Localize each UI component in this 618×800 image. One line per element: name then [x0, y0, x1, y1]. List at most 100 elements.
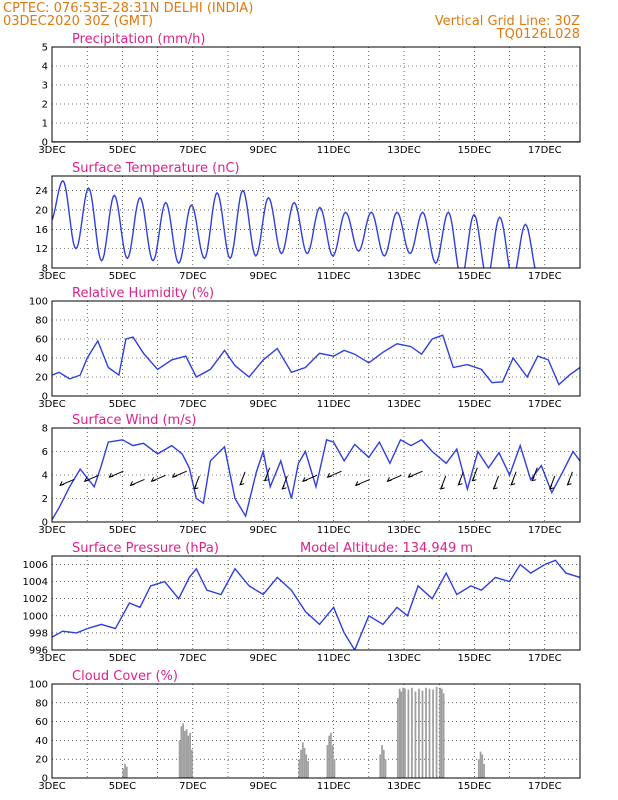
plot-area — [52, 179, 536, 268]
cloud-bar — [124, 763, 126, 778]
y-tick-label: 1006 — [23, 560, 48, 571]
cloud-bar — [303, 747, 306, 778]
plot-area — [122, 686, 485, 778]
header-grid-line: Vertical Grid Line: 30Z — [435, 14, 580, 29]
x-tick-label: 17DEC — [528, 781, 562, 792]
cloud-bar — [421, 690, 424, 778]
y-tick-label: 4 — [42, 62, 48, 73]
x-tick-label: 11DEC — [317, 399, 351, 410]
panel-2: 8 12 16 20 24 Surface Temperature (nC) 3DEC 5DE… — [35, 161, 581, 282]
x-tick-label: 3DEC — [38, 653, 65, 664]
panel-title: Surface Wind (m/s) — [72, 413, 196, 428]
cloud-bar — [440, 688, 443, 778]
cloud-bar — [122, 768, 125, 778]
y-tick-label: 0 — [42, 392, 48, 403]
cloud-bar — [333, 759, 336, 778]
x-tick-label: 5DEC — [109, 145, 136, 156]
panel-frame — [51, 427, 581, 523]
x-tick-label: 9DEC — [250, 781, 277, 792]
cloud-bar — [400, 691, 403, 778]
panel-frame — [51, 175, 581, 269]
cloud-bar — [182, 723, 184, 778]
wind-arrow — [548, 475, 556, 490]
panel-5: 996 998 1000 1002 1004 1006 Surface Pressure (… — [23, 541, 581, 664]
cloud-bar — [184, 731, 186, 778]
wind-arrow — [59, 478, 75, 487]
x-tick-label: 17DEC — [528, 653, 562, 664]
cloud-bar — [432, 689, 434, 778]
header-date: 03DEC2020 30Z (GMT) — [3, 14, 153, 29]
x-tick-label: 13DEC — [387, 271, 421, 282]
x-tick-label: 17DEC — [528, 145, 562, 156]
wind-arrow — [386, 474, 402, 483]
cloud-bar — [180, 726, 183, 778]
y-tick-label: 8 — [42, 424, 48, 435]
wind-arrow — [129, 478, 145, 487]
x-tick-label: 15DEC — [458, 399, 492, 410]
x-tick-label: 9DEC — [250, 525, 277, 536]
y-tick-label: 1 — [42, 119, 48, 130]
x-tick-label: 5DEC — [109, 271, 136, 282]
x-tick-label: 3DEC — [38, 525, 65, 536]
cloud-bar — [379, 754, 382, 778]
panel-title: Relative Humidity (%) — [72, 286, 214, 301]
cloud-bar — [298, 759, 301, 778]
y-tick-label: 2 — [42, 494, 48, 505]
x-tick-label: 17DEC — [528, 271, 562, 282]
panel-3: 0 20 40 60 80 100 Relative Humidity (%) 3DEC 5DE… — [29, 286, 581, 410]
x-tick-label: 13DEC — [387, 145, 421, 156]
cloud-bar — [328, 735, 331, 778]
x-tick-label: 11DEC — [317, 145, 351, 156]
wind-arrow — [457, 471, 464, 486]
y-tick-label: 20 — [35, 373, 48, 384]
cloud-bar — [125, 766, 128, 778]
x-tick-label: 9DEC — [250, 399, 277, 410]
y-tick-label: 24 — [35, 186, 48, 197]
cloud-bar — [442, 693, 445, 778]
panel-title: Surface Pressure (hPa) — [72, 541, 219, 556]
x-tick-label: 9DEC — [250, 271, 277, 282]
y-tick-label: 2 — [42, 100, 48, 111]
wind-arrow — [471, 467, 478, 482]
x-tick-label: 7DEC — [179, 399, 206, 410]
wind-arrow — [171, 470, 187, 478]
y-tick-label: 40 — [35, 354, 48, 365]
x-tick-label: 13DEC — [387, 653, 421, 664]
series-line — [52, 334, 580, 386]
wind-arrow — [239, 471, 246, 486]
x-tick-label: 3DEC — [38, 781, 65, 792]
cloud-bar — [189, 732, 192, 778]
cloud-bar — [381, 745, 383, 778]
cloud-bar — [178, 740, 181, 778]
cloud-bar — [307, 761, 309, 778]
y-tick-label: 1004 — [23, 577, 48, 588]
cloud-bar — [305, 754, 308, 778]
cloud-bar — [404, 688, 406, 778]
wind-arrow — [439, 475, 447, 490]
x-tick-label: 7DEC — [179, 271, 206, 282]
cloud-bar — [479, 751, 482, 778]
x-tick-label: 15DEC — [458, 525, 492, 536]
x-tick-label: 13DEC — [387, 525, 421, 536]
y-tick-label: 60 — [35, 335, 48, 346]
y-tick-label: 60 — [35, 717, 48, 728]
panel-frame — [51, 46, 581, 143]
y-tick-label: 0 — [42, 774, 48, 785]
panel-title: Cloud Cover (%) — [72, 669, 178, 684]
x-tick-label: 17DEC — [528, 399, 562, 410]
wind-arrow — [354, 478, 370, 487]
x-tick-label: 13DEC — [387, 781, 421, 792]
y-tick-label: 1000 — [23, 611, 48, 622]
panel-frame — [51, 300, 581, 397]
y-tick-label: 40 — [35, 736, 48, 747]
wind-arrow — [281, 475, 288, 490]
plot-area — [52, 559, 580, 650]
cloud-bar — [483, 763, 485, 778]
x-tick-label: 13DEC — [387, 399, 421, 410]
x-tick-label: 15DEC — [458, 781, 492, 792]
y-tick-label: 5 — [42, 43, 48, 54]
x-tick-label: 5DEC — [109, 399, 136, 410]
cloud-bar — [477, 759, 480, 778]
wind-arrow — [193, 475, 200, 490]
